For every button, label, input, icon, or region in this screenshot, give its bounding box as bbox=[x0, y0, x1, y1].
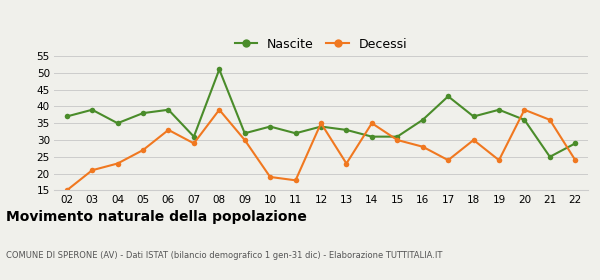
Nascite bbox=[343, 128, 350, 132]
Decessi bbox=[190, 142, 197, 145]
Nascite bbox=[546, 155, 553, 158]
Decessi bbox=[572, 158, 579, 162]
Decessi bbox=[165, 128, 172, 132]
Decessi bbox=[546, 118, 553, 122]
Nascite bbox=[317, 125, 325, 128]
Decessi bbox=[241, 138, 248, 142]
Decessi bbox=[89, 169, 96, 172]
Nascite bbox=[521, 118, 528, 122]
Decessi bbox=[394, 138, 401, 142]
Nascite bbox=[496, 108, 503, 111]
Nascite bbox=[190, 135, 197, 138]
Nascite bbox=[89, 108, 96, 111]
Nascite bbox=[445, 95, 452, 98]
Text: Movimento naturale della popolazione: Movimento naturale della popolazione bbox=[6, 210, 307, 224]
Line: Nascite: Nascite bbox=[64, 67, 578, 160]
Nascite bbox=[572, 142, 579, 145]
Decessi bbox=[343, 162, 350, 165]
Nascite bbox=[63, 115, 70, 118]
Decessi bbox=[496, 158, 503, 162]
Decessi bbox=[368, 122, 376, 125]
Decessi bbox=[215, 108, 223, 111]
Text: COMUNE DI SPERONE (AV) - Dati ISTAT (bilancio demografico 1 gen-31 dic) - Elabor: COMUNE DI SPERONE (AV) - Dati ISTAT (bil… bbox=[6, 251, 442, 260]
Decessi bbox=[114, 162, 121, 165]
Legend: Nascite, Decessi: Nascite, Decessi bbox=[230, 33, 412, 56]
Nascite bbox=[419, 118, 427, 122]
Nascite bbox=[215, 68, 223, 71]
Line: Decessi: Decessi bbox=[64, 107, 578, 193]
Nascite bbox=[368, 135, 376, 138]
Decessi bbox=[292, 179, 299, 182]
Nascite bbox=[241, 132, 248, 135]
Decessi bbox=[266, 175, 274, 179]
Nascite bbox=[266, 125, 274, 128]
Nascite bbox=[292, 132, 299, 135]
Decessi bbox=[63, 189, 70, 192]
Decessi bbox=[419, 145, 427, 148]
Decessi bbox=[317, 122, 325, 125]
Decessi bbox=[445, 158, 452, 162]
Nascite bbox=[470, 115, 477, 118]
Nascite bbox=[394, 135, 401, 138]
Decessi bbox=[139, 148, 146, 152]
Decessi bbox=[470, 138, 477, 142]
Decessi bbox=[521, 108, 528, 111]
Nascite bbox=[114, 122, 121, 125]
Nascite bbox=[165, 108, 172, 111]
Nascite bbox=[139, 111, 146, 115]
